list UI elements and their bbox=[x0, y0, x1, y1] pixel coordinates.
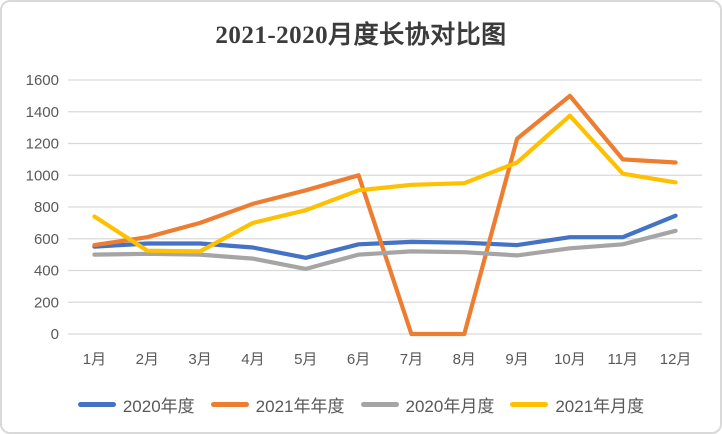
legend-label: 2020年月度 bbox=[405, 397, 495, 416]
series-line-3[interactable] bbox=[92, 113, 678, 254]
x-axis-tick-label: 4月 bbox=[241, 351, 264, 368]
series-line-1[interactable] bbox=[92, 93, 678, 337]
legend-line-swatch bbox=[77, 402, 116, 407]
legend-label: 2021年年度 bbox=[255, 397, 345, 416]
y-axis-tick-label: 1400 bbox=[26, 104, 59, 121]
y-axis-tick-label: 600 bbox=[34, 231, 59, 248]
y-axis-tick-label: 200 bbox=[34, 294, 59, 311]
x-axis-tick-label: 12月 bbox=[660, 351, 692, 368]
x-axis-tick-label: 8月 bbox=[453, 351, 476, 368]
series-line-2[interactable] bbox=[92, 228, 678, 271]
legend-line-swatch bbox=[210, 402, 249, 407]
legend-label: 2020年度 bbox=[122, 397, 195, 416]
x-axis-tick-label: 3月 bbox=[188, 351, 211, 368]
legend-item-3[interactable]: 2021年月度 bbox=[510, 392, 644, 417]
legend-line-swatch bbox=[360, 402, 399, 407]
legend-item-0[interactable]: 2020年度 bbox=[77, 392, 195, 417]
legend-item-2[interactable]: 2020年月度 bbox=[360, 392, 495, 417]
x-axis-tick-label: 10月 bbox=[554, 351, 586, 368]
x-axis-tick-label: 11月 bbox=[607, 351, 638, 368]
x-axis-tick-label: 9月 bbox=[505, 351, 528, 368]
x-axis-tick-label: 1月 bbox=[83, 351, 106, 368]
x-axis-tick-label: 7月 bbox=[400, 351, 423, 368]
x-axis-tick-label: 6月 bbox=[347, 351, 370, 368]
x-axis-tick-label: 5月 bbox=[294, 351, 317, 368]
x-axis-tick-label: 2月 bbox=[136, 351, 159, 368]
chart-title: 2021-2020月度长协对比图 bbox=[215, 22, 507, 49]
y-axis-tick-label: 1200 bbox=[26, 136, 59, 153]
legend-line-swatch bbox=[510, 402, 549, 407]
y-axis-tick-label: 0 bbox=[51, 326, 59, 343]
legend-label: 2021年月度 bbox=[555, 397, 645, 416]
legend-item-1[interactable]: 2021年年度 bbox=[210, 392, 345, 417]
y-axis-tick-label: 1000 bbox=[26, 167, 59, 184]
chart-legend: 2020年度 2021年年度 2020年月度 2021年月度 bbox=[2, 392, 720, 417]
y-axis-tick-label: 400 bbox=[34, 263, 59, 280]
y-axis-tick-label: 800 bbox=[34, 199, 59, 216]
series-line-0[interactable] bbox=[92, 213, 678, 260]
y-axis-tick-label: 1600 bbox=[26, 72, 59, 89]
